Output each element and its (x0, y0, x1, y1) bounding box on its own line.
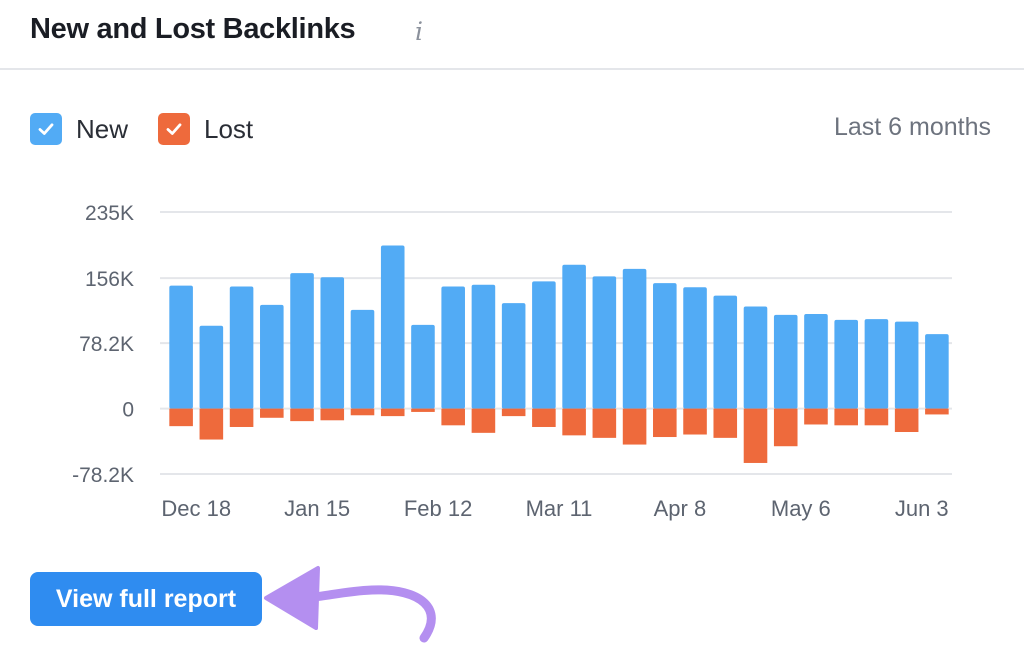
y-tick-label: 78.2K (79, 333, 134, 356)
pointer-arrow-icon (264, 566, 436, 643)
bar-new[interactable] (169, 285, 193, 409)
y-tick-label: 0 (122, 399, 134, 422)
legend-label-lost: Lost (204, 113, 254, 144)
bar-new[interactable] (411, 324, 435, 409)
bar-new[interactable] (229, 286, 254, 409)
bar-new[interactable] (894, 321, 919, 409)
bar-lost[interactable] (562, 408, 586, 436)
bar-lost[interactable] (229, 408, 254, 427)
bar-new[interactable] (653, 283, 677, 409)
bar-new[interactable] (290, 273, 314, 409)
x-tick-label: Jun 3 (895, 496, 949, 521)
bar-lost[interactable] (925, 408, 949, 415)
y-tick-label: -78.2K (72, 464, 134, 487)
bar-new[interactable] (350, 309, 375, 409)
bar-new[interactable] (622, 268, 647, 409)
bar-lost[interactable] (350, 408, 375, 416)
bar-new[interactable] (773, 314, 798, 409)
x-tick-label: May 6 (771, 496, 831, 521)
bar-new[interactable] (592, 276, 617, 409)
bar-lost[interactable] (894, 408, 919, 433)
bar-lost[interactable] (834, 408, 858, 426)
x-tick-label: Jan 15 (284, 496, 350, 521)
checkbox-lost-icon[interactable] (158, 113, 190, 145)
bar-lost[interactable] (864, 408, 889, 426)
bar-new[interactable] (471, 284, 496, 409)
bar-lost[interactable] (471, 408, 496, 433)
bar-lost[interactable] (411, 408, 435, 412)
bar-lost[interactable] (683, 408, 707, 435)
x-tick-label: Feb 12 (404, 496, 473, 521)
legend-item-lost[interactable]: Lost (158, 112, 253, 146)
bar-new[interactable] (199, 325, 224, 409)
bar-new[interactable] (804, 314, 828, 409)
bar-new[interactable] (713, 295, 738, 409)
bar-lost[interactable] (441, 408, 465, 426)
bar-lost[interactable] (592, 408, 617, 438)
bar-new[interactable] (562, 264, 586, 409)
bar-new[interactable] (320, 277, 345, 409)
x-tick-label: Mar 11 (526, 496, 593, 521)
bar-lost[interactable] (622, 408, 647, 445)
bar-new[interactable] (834, 319, 858, 409)
bar-new[interactable] (260, 304, 284, 409)
bar-lost[interactable] (532, 408, 556, 427)
bar-lost[interactable] (169, 408, 193, 427)
bar-new[interactable] (743, 306, 768, 409)
bar-new[interactable] (683, 287, 707, 409)
bar-new[interactable] (864, 319, 889, 409)
backlinks-chart: 235K 156K 78.2K 0 -78.2K Dec 18 Jan 15 Feb 12 Ma… (72, 202, 952, 521)
bar-lost[interactable] (804, 408, 828, 425)
widget-header: New and Lost Backlinks i (0, 0, 1024, 70)
checkbox-new-icon[interactable] (30, 113, 62, 145)
bar-lost[interactable] (501, 408, 526, 417)
bar-new[interactable] (380, 245, 405, 409)
info-icon[interactable]: i (415, 17, 423, 46)
x-tick-label: Apr 8 (654, 496, 707, 521)
bar-lost[interactable] (653, 408, 677, 438)
bar-lost[interactable] (773, 408, 798, 447)
bar-new[interactable] (501, 303, 526, 409)
period-selector[interactable]: Last 6 months (833, 113, 991, 141)
legend-item-new[interactable]: New (30, 112, 128, 146)
bar-lost[interactable] (713, 408, 738, 438)
bar-lost[interactable] (320, 408, 345, 421)
bar-new[interactable] (532, 281, 556, 409)
bar-lost[interactable] (380, 408, 405, 417)
legend-label-new: New (76, 113, 129, 144)
bar-new[interactable] (925, 334, 949, 409)
x-tick-label: Dec 18 (161, 496, 231, 521)
view-full-report-button[interactable]: View full report (30, 572, 262, 626)
bar-lost[interactable] (199, 408, 224, 440)
bar-lost[interactable] (743, 408, 768, 463)
widget-title: New and Lost Backlinks (30, 13, 356, 45)
y-tick-label: 235K (85, 202, 134, 225)
y-tick-label: 156K (85, 268, 134, 291)
bar-lost[interactable] (290, 408, 314, 422)
bar-lost[interactable] (260, 408, 284, 418)
bar-new[interactable] (441, 286, 465, 409)
